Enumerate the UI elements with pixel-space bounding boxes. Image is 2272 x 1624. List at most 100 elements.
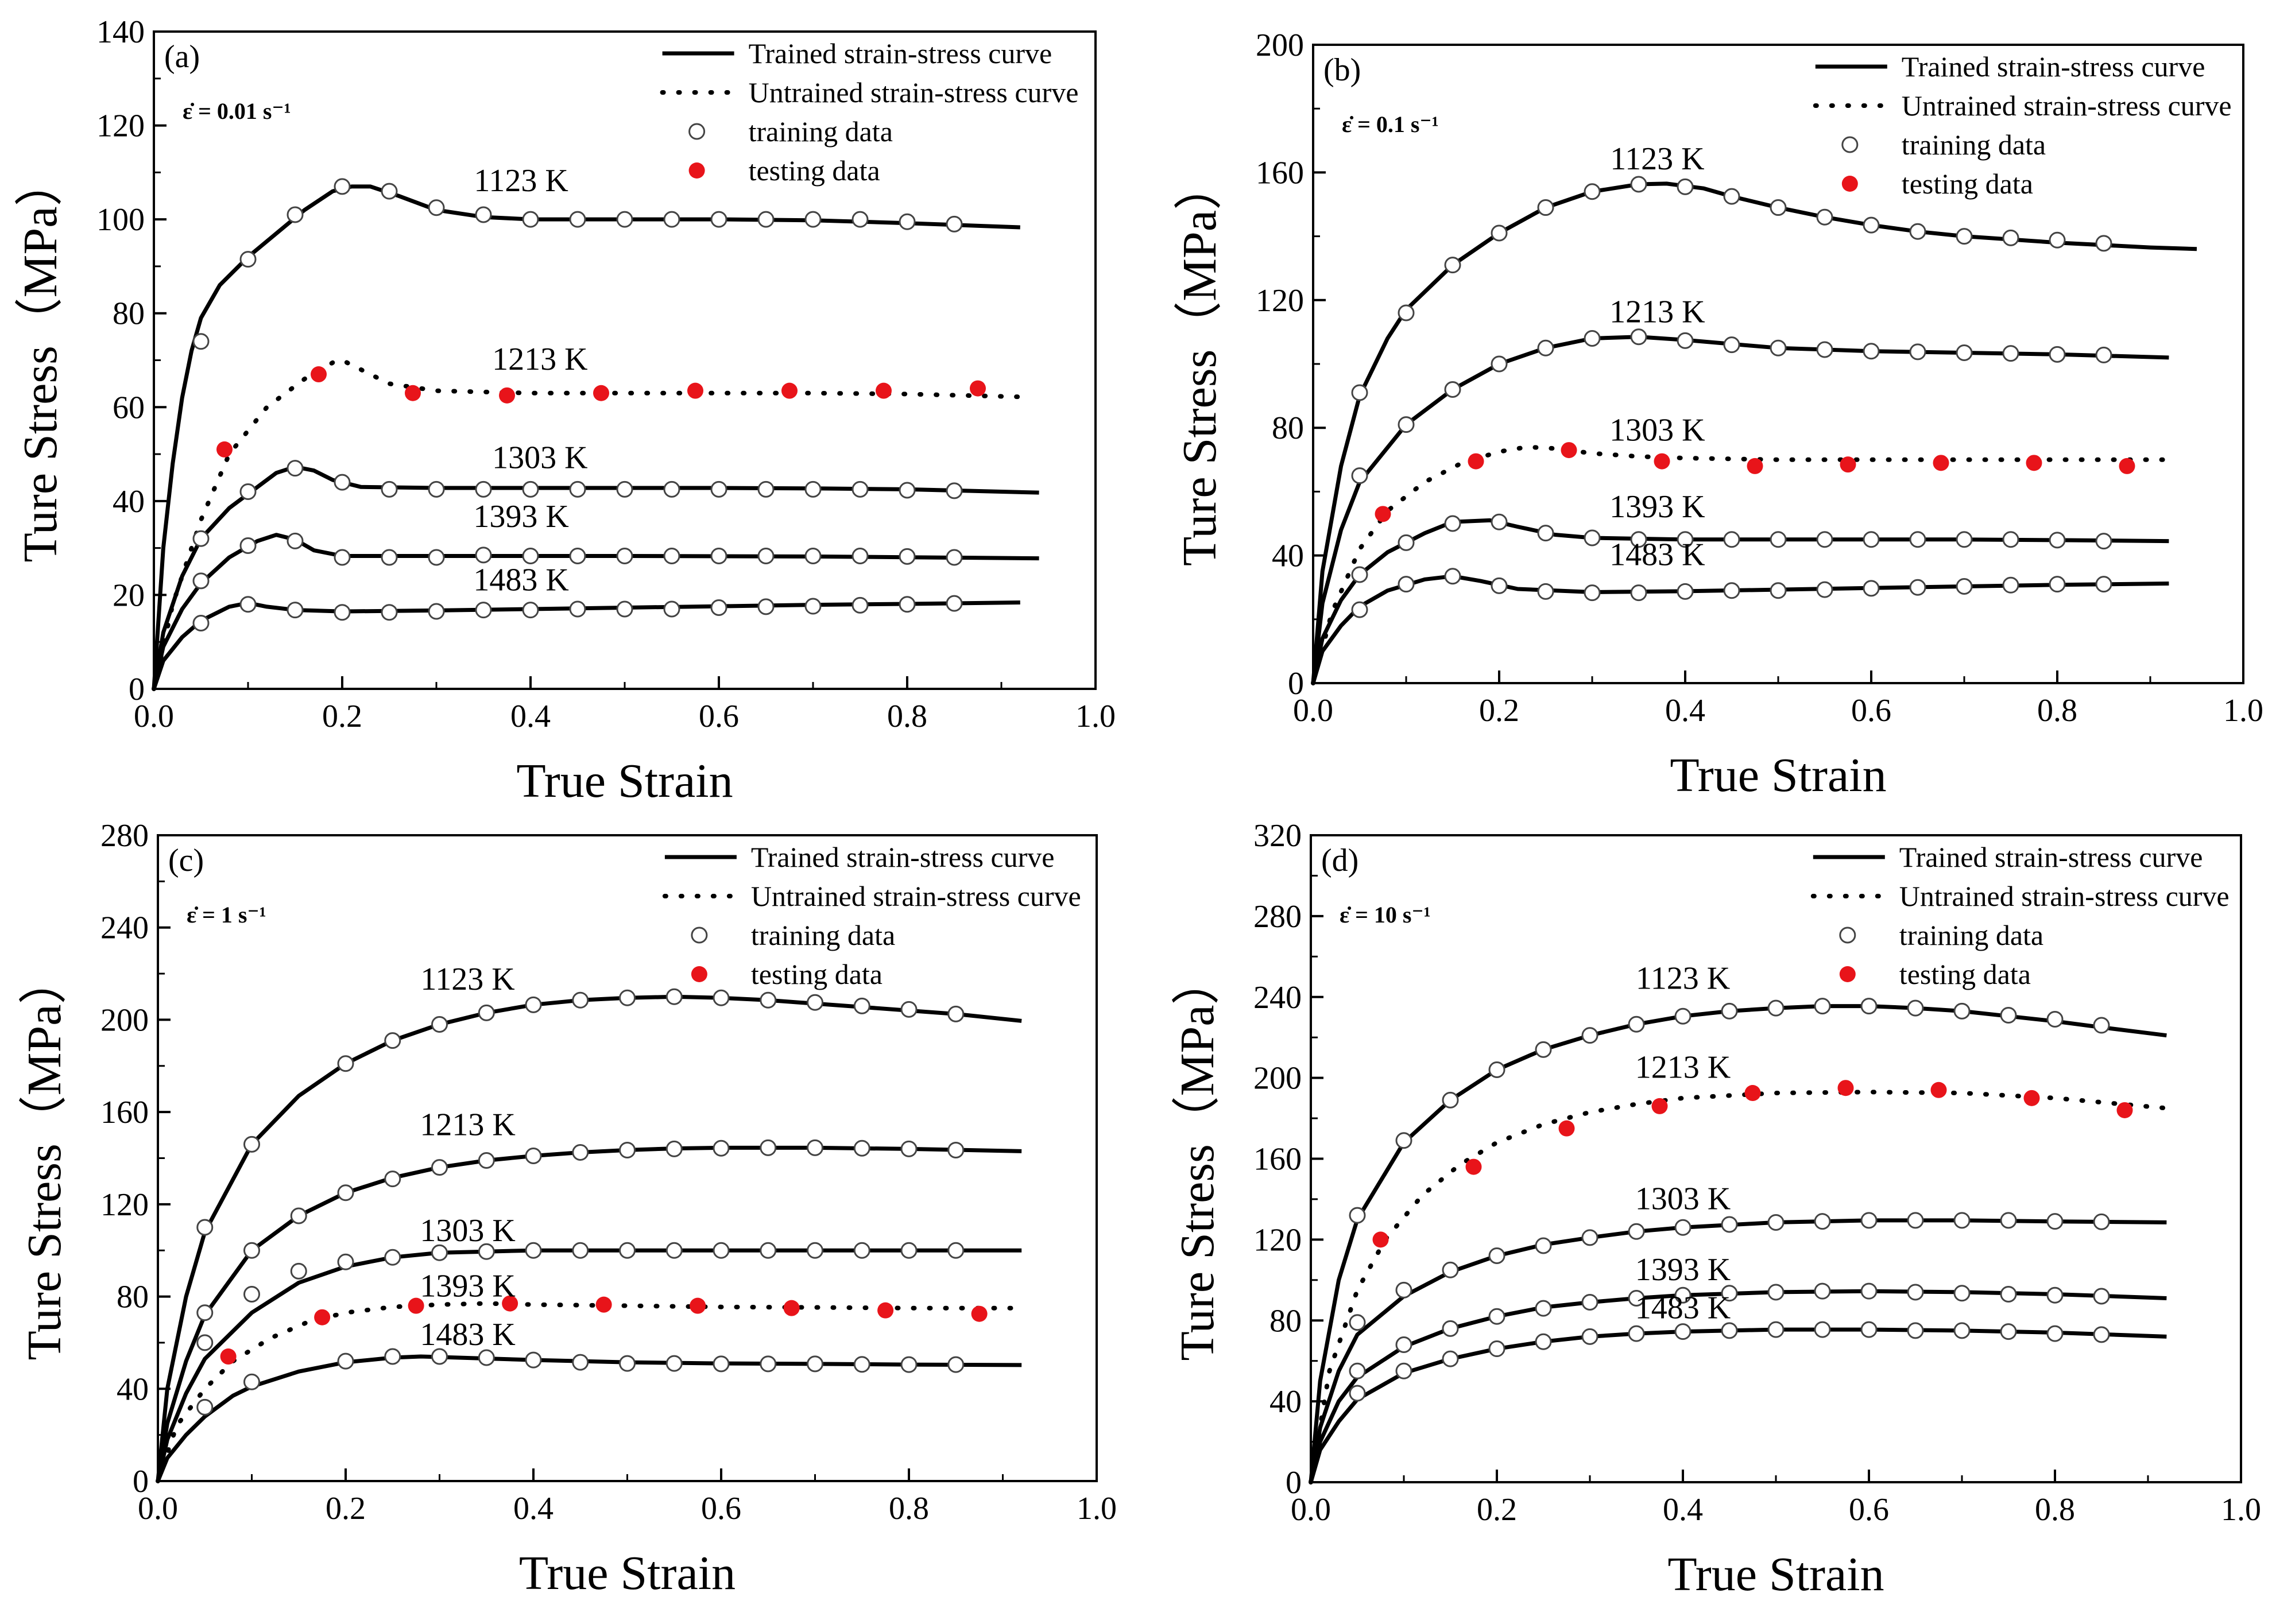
x-tick-label: 0.8: [889, 1491, 929, 1526]
training-point: [1907, 1322, 1924, 1339]
training-point: [1723, 336, 1740, 354]
training-point: [337, 1253, 354, 1270]
y-tick-label: 200: [1253, 1061, 1302, 1096]
training-point: [192, 572, 210, 590]
testing-point: [1558, 1120, 1575, 1137]
training-point: [1488, 1340, 1505, 1358]
testing-point: [690, 1297, 706, 1314]
series-1123-k: 1123 K: [1309, 961, 2167, 1483]
training-point: [1628, 1016, 1645, 1033]
trained-curve: [152, 464, 1039, 689]
training-point: [619, 989, 636, 1006]
training-point: [243, 1373, 260, 1390]
temperature-label: 1303 K: [1635, 1181, 1731, 1217]
series-1213-k: 1213 K: [156, 1107, 1022, 1482]
training-point: [1674, 1286, 1692, 1304]
training-point: [851, 596, 869, 614]
training-point: [1628, 1223, 1645, 1240]
legend-training: training data: [749, 115, 893, 148]
training-point: [431, 1159, 448, 1176]
x-axis-title: True Strain: [519, 1547, 736, 1600]
y-tick-label: 120: [1253, 1222, 1302, 1258]
training-point: [946, 595, 963, 612]
training-point: [1444, 515, 1461, 532]
series-1393-k: 1393 K: [152, 499, 1039, 689]
training-point: [710, 480, 727, 498]
training-point: [1770, 582, 1787, 599]
y-tick-label: 0: [129, 672, 145, 707]
training-point: [196, 1304, 214, 1321]
trained-curve: [156, 994, 1022, 1482]
y-tick-label: 120: [100, 1187, 149, 1223]
series-1123-k: 1123 K: [156, 962, 1022, 1482]
trained-curve: [152, 533, 1039, 689]
y-tick-label: 140: [96, 14, 145, 50]
training-point: [946, 215, 963, 232]
training-point: [243, 1135, 260, 1153]
training-point: [525, 1351, 542, 1369]
training-point: [1816, 208, 1833, 226]
training-point: [1395, 1132, 1412, 1149]
testing-point: [1747, 458, 1763, 474]
temperature-label: 1303 K: [1609, 412, 1705, 448]
training-point: [663, 211, 680, 228]
y-tick-label: 80: [1272, 410, 1304, 446]
training-point: [287, 460, 304, 477]
y-tick-label: 240: [1253, 980, 1302, 1016]
training-point: [713, 989, 730, 1006]
training-point: [804, 480, 822, 498]
trained-curve: [1311, 518, 2169, 684]
chart-panel-a: 0.0 0.2 0.4 0.6 0.8 1.0 0 20 40 60 80 100 120 140 True…: [14, 14, 1116, 808]
training-point: [1630, 584, 1647, 602]
training-point: [1953, 1322, 1971, 1339]
training-point: [665, 1355, 683, 1372]
training-point: [1953, 1212, 1971, 1229]
training-point: [2046, 1010, 2064, 1028]
training-point: [1491, 513, 1508, 530]
testing-point: [595, 1296, 612, 1313]
training-point: [1491, 355, 1508, 373]
training-point: [290, 1207, 307, 1224]
training-point: [1630, 176, 1647, 193]
testing-point: [1651, 1098, 1668, 1114]
training-point: [478, 1349, 495, 1366]
training-point: [899, 548, 916, 565]
testing-point: [2026, 455, 2042, 471]
y-tick-label: 40: [113, 484, 145, 520]
training-point: [807, 1139, 823, 1156]
temperature-label: 1303 K: [420, 1213, 515, 1249]
training-point: [619, 1355, 636, 1372]
x-tick-label: 0.8: [887, 699, 927, 734]
training-point: [710, 548, 727, 565]
training-point: [1581, 1294, 1598, 1311]
legend-untrained: Untrained strain-stress curve: [751, 880, 1081, 912]
training-point: [1909, 531, 1926, 548]
training-point: [1767, 1321, 1785, 1338]
training-point: [900, 1001, 918, 1018]
testing-point: [1840, 456, 1856, 473]
y-axis-title: Ture Stress（MPa）: [18, 956, 71, 1361]
training-point: [619, 1242, 636, 1259]
temperature-label: 1123 K: [1610, 141, 1704, 177]
temperature-label: 1213 K: [1635, 1050, 1731, 1086]
training-point: [569, 480, 586, 498]
training-point: [2002, 345, 2019, 362]
x-tick-label: 1.0: [1077, 1491, 1117, 1526]
x-tick-label: 0.4: [1665, 693, 1705, 728]
training-point: [1956, 228, 1973, 245]
training-point: [1488, 1247, 1505, 1265]
legend-trained: Trained strain-stress curve: [749, 37, 1052, 69]
training-point: [1442, 1320, 1459, 1337]
testing-point: [499, 387, 515, 404]
training-point: [381, 183, 398, 200]
training-point: [665, 1140, 683, 1157]
training-point: [1770, 199, 1787, 216]
temperature-label: 1213 K: [420, 1107, 515, 1142]
training-point: [1816, 581, 1833, 598]
training-point: [851, 548, 869, 565]
testing-point: [971, 1305, 988, 1322]
training-point: [1816, 531, 1833, 548]
training-point: [2002, 531, 2019, 548]
testing-point: [970, 380, 986, 397]
